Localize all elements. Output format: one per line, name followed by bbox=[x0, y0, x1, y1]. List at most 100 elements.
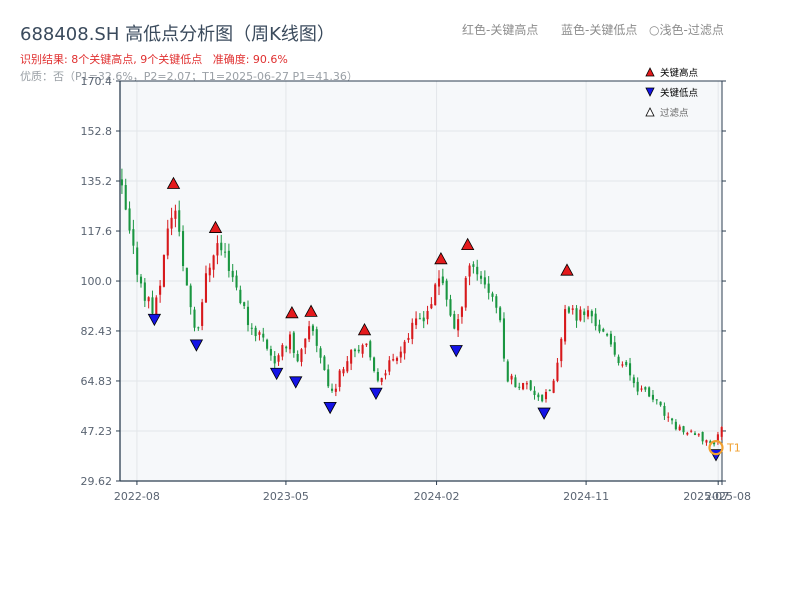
candle-body bbox=[552, 380, 555, 393]
candle-body bbox=[353, 349, 357, 352]
legend-label-1: 关键高点 bbox=[660, 67, 699, 79]
candle-body bbox=[575, 308, 578, 321]
candle-body bbox=[434, 284, 437, 306]
candle-body bbox=[392, 359, 395, 361]
candle-body bbox=[334, 388, 337, 392]
candle-body bbox=[560, 338, 563, 362]
candle-body bbox=[418, 318, 421, 320]
key-high-marker bbox=[166, 176, 181, 189]
key-low-marker bbox=[323, 401, 337, 415]
quality-text: 优质：否（P1=32.6%，P2=2.07；T1=2025-06-27 P1=4… bbox=[20, 70, 358, 83]
candle-body bbox=[437, 278, 441, 287]
y-tick-label: 135.2 bbox=[81, 175, 113, 188]
candle-body bbox=[250, 327, 253, 329]
candle-body bbox=[598, 324, 601, 332]
legend-top-light: ○浅色-过滤点 bbox=[649, 21, 724, 38]
candle-body bbox=[308, 326, 311, 340]
candle-body bbox=[323, 356, 326, 371]
candle-body bbox=[395, 357, 399, 361]
candle-body bbox=[411, 322, 414, 340]
key-high-marker bbox=[560, 263, 574, 276]
candle-body bbox=[342, 369, 345, 374]
candle-body bbox=[548, 389, 551, 391]
candle-body bbox=[407, 337, 410, 340]
candle-body bbox=[453, 314, 456, 329]
candle-body bbox=[613, 342, 616, 355]
y-tick-label: 170.4 bbox=[81, 75, 113, 88]
candle-body bbox=[327, 369, 330, 387]
candle-body bbox=[594, 313, 597, 327]
candle-body bbox=[178, 210, 181, 232]
candle-body bbox=[185, 267, 188, 286]
candle-body bbox=[292, 332, 295, 353]
key-high-marker bbox=[357, 323, 372, 336]
candle-body bbox=[254, 327, 257, 337]
candle-body bbox=[655, 399, 658, 401]
y-tick-label: 47.23 bbox=[81, 425, 113, 438]
candle-body bbox=[139, 276, 143, 284]
candle-body bbox=[239, 289, 242, 303]
legend-top-light-label: 浅色-过滤点 bbox=[659, 23, 724, 37]
candle-body bbox=[388, 360, 391, 372]
candle-body bbox=[518, 386, 521, 388]
candle-body bbox=[537, 394, 540, 398]
candle-body bbox=[625, 361, 628, 366]
candle-body bbox=[564, 309, 567, 342]
candle-body bbox=[682, 426, 685, 433]
candle-body bbox=[277, 355, 280, 362]
candle-body bbox=[640, 388, 643, 390]
candle-body bbox=[720, 427, 723, 437]
x-tick-label: 2025-08 bbox=[705, 490, 751, 503]
hollow-circle-icon: ○ bbox=[649, 23, 660, 37]
candle-body bbox=[136, 247, 139, 275]
candle-body bbox=[716, 434, 719, 442]
key-low-marker bbox=[449, 345, 463, 358]
key-high-marker bbox=[208, 220, 223, 233]
candle-body bbox=[162, 255, 165, 287]
candle-body bbox=[231, 270, 234, 278]
result-text: 识别结果: 8个关键高点, 9个关键低点 bbox=[20, 53, 203, 66]
x-tick-label: 2025-07 bbox=[683, 490, 729, 503]
candles-group bbox=[120, 168, 723, 447]
candle-body bbox=[235, 275, 238, 288]
candle-body bbox=[606, 333, 609, 336]
candle-body bbox=[544, 391, 548, 400]
candle-body bbox=[269, 349, 272, 356]
candle-body bbox=[571, 308, 574, 310]
candle-body bbox=[556, 362, 559, 381]
candle-body bbox=[487, 283, 490, 293]
candle-body bbox=[227, 250, 230, 271]
candle-body bbox=[143, 282, 146, 301]
candle-body bbox=[499, 307, 502, 321]
legend-label-2: 关键低点 bbox=[660, 87, 699, 99]
candle-body bbox=[147, 297, 150, 302]
candle-body bbox=[166, 228, 169, 256]
candle-body bbox=[525, 383, 528, 385]
candle-body bbox=[586, 310, 590, 317]
candle-body bbox=[193, 309, 196, 328]
candle-body bbox=[415, 318, 418, 326]
key-low-marker bbox=[289, 376, 303, 389]
candle-body bbox=[216, 243, 219, 256]
candle-body bbox=[583, 311, 586, 316]
candle-body bbox=[212, 255, 215, 270]
x-tick-label: 2024-11 bbox=[563, 490, 609, 503]
legend-top-red: 红色-关键高点 bbox=[462, 23, 539, 37]
candle-body bbox=[713, 442, 716, 445]
t1-circle-marker bbox=[708, 440, 724, 456]
candle-body bbox=[204, 273, 208, 303]
candle-body bbox=[380, 378, 383, 382]
candle-body bbox=[701, 431, 704, 442]
key-high-marker bbox=[285, 305, 299, 319]
candle-body bbox=[659, 401, 662, 406]
key-high-marker bbox=[304, 304, 318, 317]
candle-body bbox=[399, 351, 402, 358]
candle-body bbox=[460, 307, 463, 317]
x-tick-label: 2023-05 bbox=[263, 490, 309, 503]
accuracy-text: 准确度: 90.6% bbox=[212, 53, 288, 66]
candle-body bbox=[541, 394, 544, 402]
candle-body bbox=[422, 317, 425, 322]
candle-body bbox=[281, 345, 284, 357]
candle-body bbox=[495, 296, 498, 308]
